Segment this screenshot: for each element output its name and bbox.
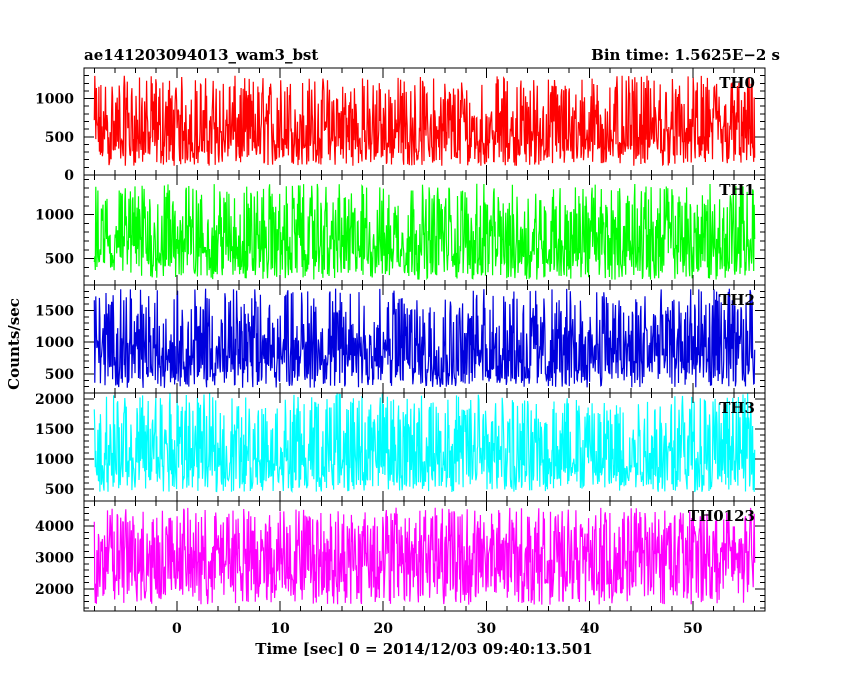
y-tick-label: 500 [45, 367, 74, 383]
y-axis-label: Counts/sec [5, 298, 23, 390]
x-tick-label: 30 [477, 621, 497, 637]
y-tick-label: 1000 [35, 452, 74, 468]
series-th3 [93, 393, 756, 493]
x-axis-label: Time [sec] 0 = 2014/12/03 09:40:13.501 [255, 640, 592, 658]
y-tick-label: 1000 [35, 335, 74, 351]
y-tick-label: 1500 [35, 303, 74, 319]
y-tick-label: 2000 [35, 392, 74, 408]
panel-th1: 500 1000 TH1 [35, 174, 766, 286]
series-th0 [93, 75, 756, 167]
x-tick-label: 20 [373, 621, 393, 637]
y-tick-label: 500 [45, 252, 74, 268]
series-th1 [93, 183, 756, 281]
y-tick-label: 1500 [35, 422, 74, 438]
series-label-th2: TH2 [719, 291, 755, 309]
x-tick-label: 0 [172, 621, 182, 637]
panel-th2: 500 1000 1500 TH2 [35, 284, 766, 394]
y-tick-label: 1000 [35, 92, 74, 108]
panel-th0123: 2000 3000 4000 TH0123 [35, 500, 766, 612]
chart-title-right: Bin time: 1.5625E−2 s [591, 46, 780, 64]
x-tick-label: 40 [580, 621, 600, 637]
y-tick-label: 0 [64, 168, 74, 184]
y-tick-label: 4000 [35, 519, 74, 535]
series-label-th3: TH3 [719, 399, 755, 417]
panel-th3: 500 1000 1500 2000 TH3 [35, 392, 766, 502]
y-tick-label: 2000 [35, 582, 74, 598]
series-label-th0123: TH0123 [688, 507, 755, 525]
x-tick-label: 50 [683, 621, 703, 637]
y-tick-label: 1000 [35, 208, 74, 224]
series-label-th0: TH0 [719, 74, 755, 92]
series-th0123 [93, 507, 756, 605]
chart-title-left: ae141203094013_wam3_bst [84, 46, 318, 64]
series-label-th1: TH1 [719, 181, 755, 199]
series-th2 [93, 288, 756, 388]
panel-th0: 0 500 1000 TH0 [35, 67, 766, 184]
y-tick-label: 3000 [35, 551, 74, 567]
y-tick-label: 500 [45, 130, 74, 146]
x-tick-label: 10 [270, 621, 290, 637]
y-tick-label: 500 [45, 482, 74, 498]
